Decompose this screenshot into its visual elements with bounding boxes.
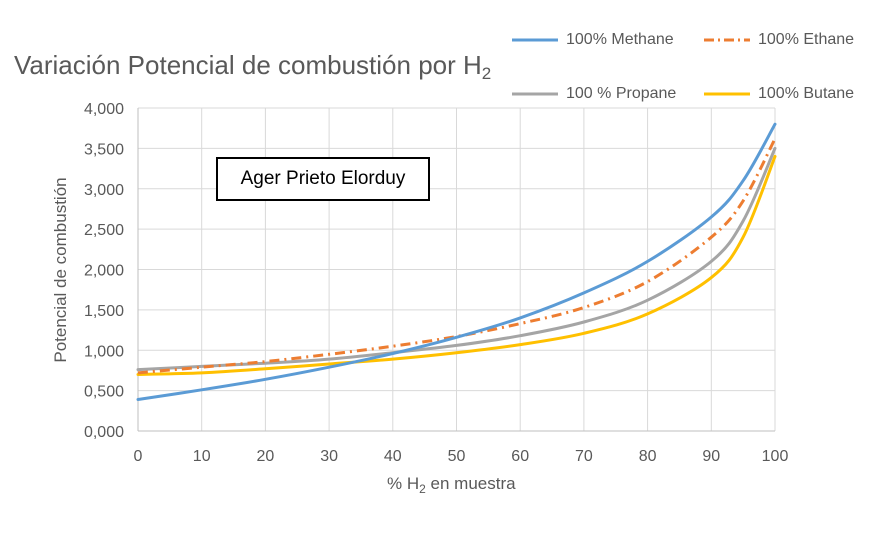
series-line-butane: [136, 154, 777, 376]
legend-swatch-methane: [512, 38, 558, 42]
legend-label-butane: 100% Butane: [758, 85, 855, 102]
author-annotation: Ager Prieto Elorduy: [216, 157, 430, 201]
y-tick-label: 3,500: [84, 141, 124, 158]
legend-swatch-ethane: [704, 38, 750, 42]
legend-item-propane: 100 % Propane: [512, 85, 676, 103]
series-line-ethane: [137, 138, 777, 375]
x-tick-label: 90: [702, 448, 720, 465]
y-tick-label: 0,500: [84, 384, 124, 401]
series-line-propane: [136, 146, 777, 372]
legend-label-ethane: 100% Ethane: [758, 31, 855, 48]
y-tick-label: 2,000: [84, 263, 124, 280]
x-tick-label: 50: [448, 448, 466, 465]
legend-label-methane: 100% Methane: [566, 31, 674, 48]
x-axis-label: % H2 en muestra: [387, 474, 516, 496]
x-tick-label: 40: [384, 448, 402, 465]
x-tick-label: 70: [575, 448, 593, 465]
legend-swatch-butane: [704, 92, 750, 96]
x-tick-label: 100: [762, 448, 789, 465]
x-tick-label: 80: [639, 448, 657, 465]
axes: [137, 108, 775, 432]
series-lines: [136, 122, 777, 401]
x-tick-label: 0: [134, 448, 143, 465]
series-line-methane: [136, 122, 777, 401]
y-tick-label: 1,000: [84, 343, 124, 360]
y-tick-label: 4,000: [84, 101, 124, 118]
y-tick-label: 2,500: [84, 222, 124, 239]
tick-labels: 0,000 0,500 1,000 1,500 2,000 2,500 3,000 3,500…: [84, 101, 788, 465]
y-axis-label: Potencial de combustión: [51, 177, 70, 363]
legend-swatch-propane: [512, 92, 558, 96]
y-tick-label: 3,000: [84, 182, 124, 199]
x-tick-label: 30: [320, 448, 338, 465]
x-tick-label: 20: [257, 448, 275, 465]
legend-label-propane: 100 % Propane: [566, 85, 677, 102]
y-tick-label: 0,000: [84, 424, 124, 441]
legend-item-ethane: 100% Ethane: [704, 31, 854, 49]
legend-item-butane: 100% Butane: [704, 85, 854, 103]
y-tick-label: 1,500: [84, 303, 124, 320]
x-tick-label: 10: [193, 448, 211, 465]
legend-item-methane: 100% Methane: [512, 31, 674, 49]
chart-title: Variación Potencial de combustión por H2: [14, 50, 492, 83]
x-tick-label: 60: [511, 448, 529, 465]
